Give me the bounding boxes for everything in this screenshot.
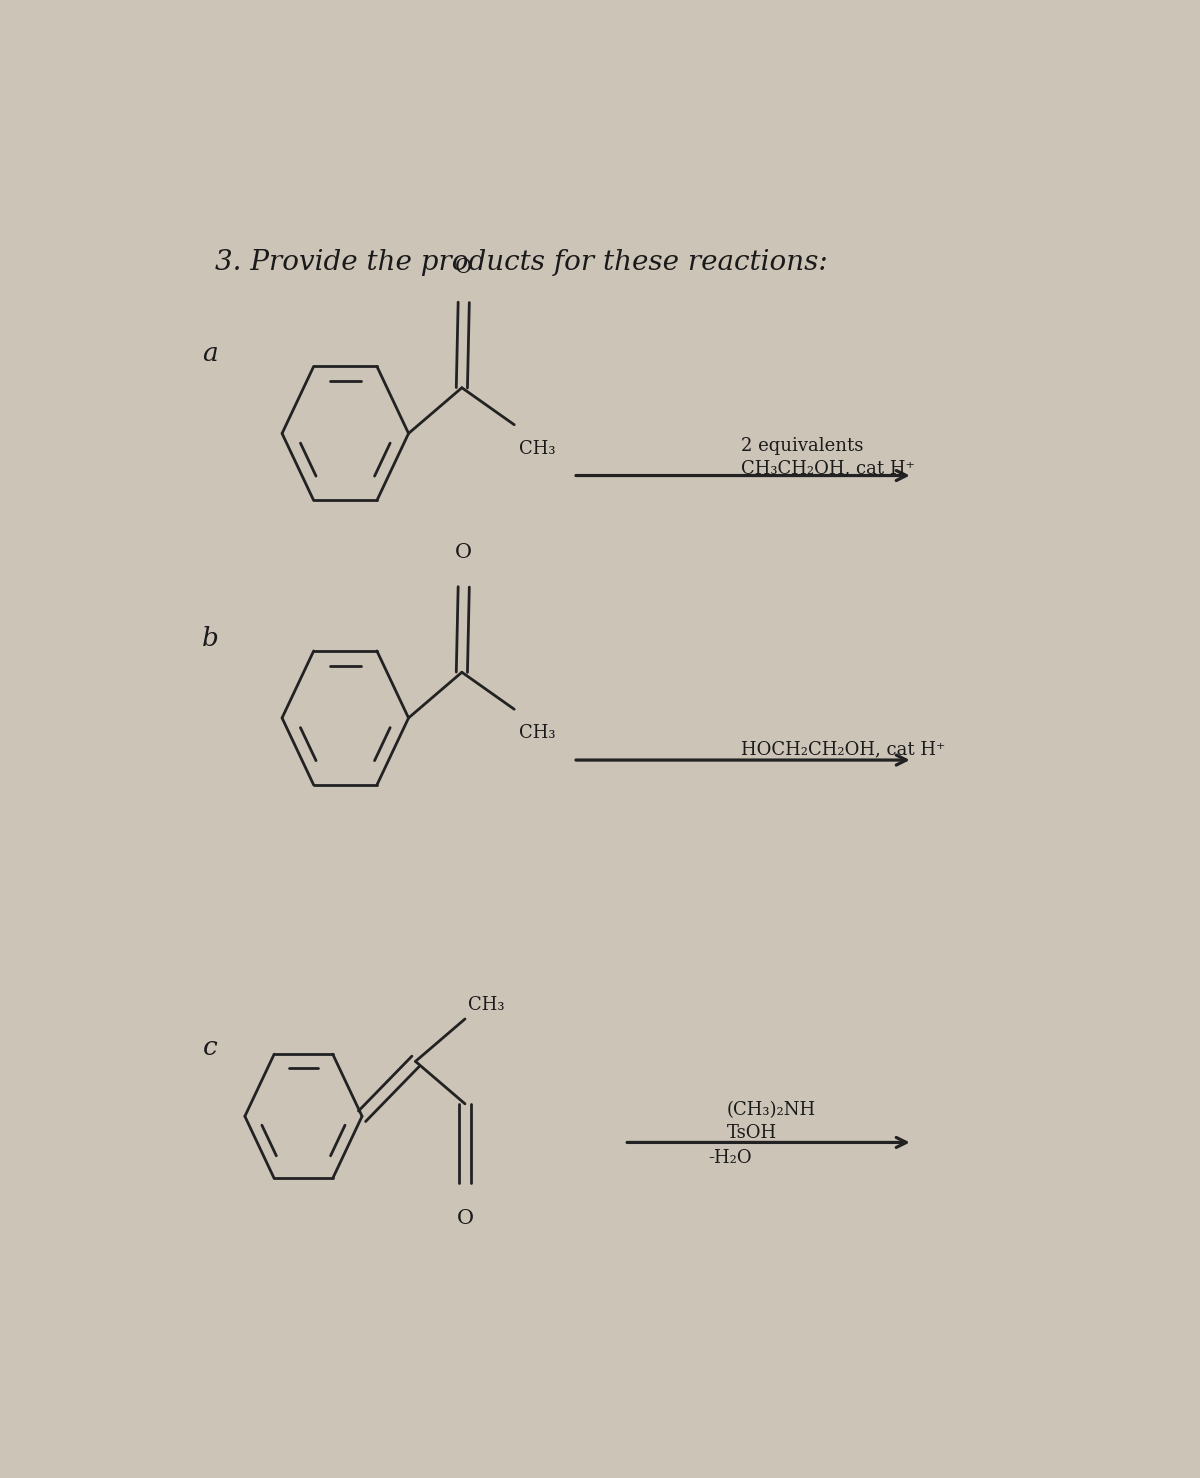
Text: O: O — [455, 542, 473, 562]
Text: 3. Provide the products for these reactions:: 3. Provide the products for these reacti… — [215, 250, 828, 276]
Text: 2 equivalents: 2 equivalents — [740, 437, 863, 455]
Text: HOCH₂CH₂OH, cat H⁺: HOCH₂CH₂OH, cat H⁺ — [740, 740, 944, 758]
Text: O: O — [455, 259, 473, 278]
Text: O: O — [456, 1209, 474, 1228]
Text: a: a — [203, 341, 218, 367]
Text: -H₂O: -H₂O — [708, 1150, 751, 1168]
Text: TsOH: TsOH — [727, 1125, 776, 1142]
Text: CH₃: CH₃ — [518, 724, 556, 742]
Text: c: c — [203, 1036, 218, 1061]
Text: CH₃: CH₃ — [468, 996, 504, 1014]
Text: CH₃CH₂OH, cat H⁺: CH₃CH₂OH, cat H⁺ — [740, 460, 914, 477]
Text: b: b — [202, 625, 218, 650]
Text: CH₃: CH₃ — [518, 439, 556, 458]
Text: (CH₃)₂NH: (CH₃)₂NH — [727, 1101, 816, 1119]
